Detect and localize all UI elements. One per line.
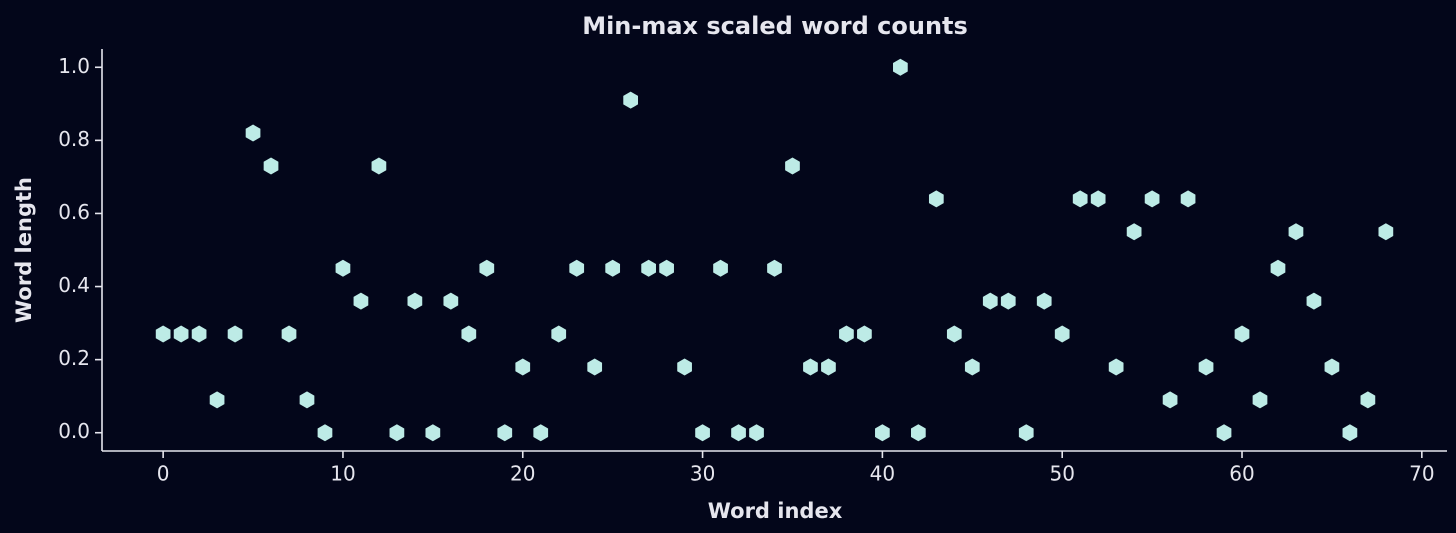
point (641, 259, 656, 277)
point (1360, 391, 1376, 409)
point (317, 424, 333, 442)
point (731, 424, 746, 442)
point (1216, 424, 1232, 442)
point (155, 325, 171, 343)
point (1144, 190, 1160, 208)
point (1036, 292, 1052, 310)
point (964, 358, 980, 376)
point (1072, 190, 1088, 208)
point (191, 325, 207, 343)
y-tick-label: 0.6 (58, 200, 90, 224)
point (659, 259, 674, 277)
point (1162, 391, 1178, 409)
point (713, 259, 728, 277)
point (209, 391, 225, 409)
point (1000, 292, 1016, 310)
y-tick-label: 0.0 (58, 419, 90, 443)
point (1342, 424, 1358, 442)
point (893, 58, 908, 76)
y-tick-label: 0.8 (58, 127, 90, 151)
point (695, 424, 710, 442)
point (1234, 325, 1250, 343)
point (839, 325, 854, 343)
point (1126, 223, 1142, 241)
x-tick-label: 50 (1049, 462, 1074, 486)
point (425, 424, 441, 442)
point (587, 358, 603, 376)
point (857, 325, 872, 343)
y-tick-label: 1.0 (58, 54, 90, 78)
y-axis-label: Word length (12, 177, 36, 323)
point (173, 325, 189, 343)
point (515, 358, 531, 376)
chart-title: Min-max scaled word counts (582, 12, 968, 40)
point (479, 259, 495, 277)
point (785, 157, 800, 175)
point (1054, 325, 1070, 343)
x-axis-label: Word index (708, 499, 843, 523)
point (605, 259, 621, 277)
point (1324, 358, 1340, 376)
point (677, 358, 692, 376)
point (281, 325, 297, 343)
point (910, 424, 926, 442)
x-tick-label: 30 (690, 462, 715, 486)
point (389, 424, 405, 442)
point (335, 259, 351, 277)
point (1270, 259, 1286, 277)
point (767, 259, 782, 277)
point (623, 91, 639, 109)
point (1252, 391, 1268, 409)
point (749, 424, 764, 442)
point (533, 424, 549, 442)
point (946, 325, 962, 343)
point (407, 292, 423, 310)
point (299, 391, 315, 409)
point (1198, 358, 1214, 376)
point (569, 259, 585, 277)
x-tick-label: 20 (510, 462, 535, 486)
point (263, 157, 279, 175)
x-tick-label: 60 (1229, 462, 1254, 486)
point (353, 292, 369, 310)
x-tick-label: 40 (870, 462, 895, 486)
point (982, 292, 998, 310)
point (443, 292, 459, 310)
point (821, 358, 836, 376)
point (371, 157, 387, 175)
y-tick-label: 0.2 (58, 346, 90, 370)
point (245, 124, 261, 142)
x-tick-label: 0 (157, 462, 170, 486)
point (875, 424, 890, 442)
x-tick-label: 70 (1409, 462, 1434, 486)
point (551, 325, 567, 343)
x-tick-label: 10 (330, 462, 355, 486)
point (1306, 292, 1322, 310)
point (928, 190, 944, 208)
point (227, 325, 243, 343)
point (1378, 223, 1394, 241)
y-tick-label: 0.4 (58, 273, 90, 297)
point (1090, 190, 1106, 208)
point (1288, 223, 1304, 241)
point (803, 358, 818, 376)
point (497, 424, 513, 442)
point (1018, 424, 1034, 442)
point (1108, 358, 1124, 376)
point (461, 325, 477, 343)
point (1180, 190, 1196, 208)
